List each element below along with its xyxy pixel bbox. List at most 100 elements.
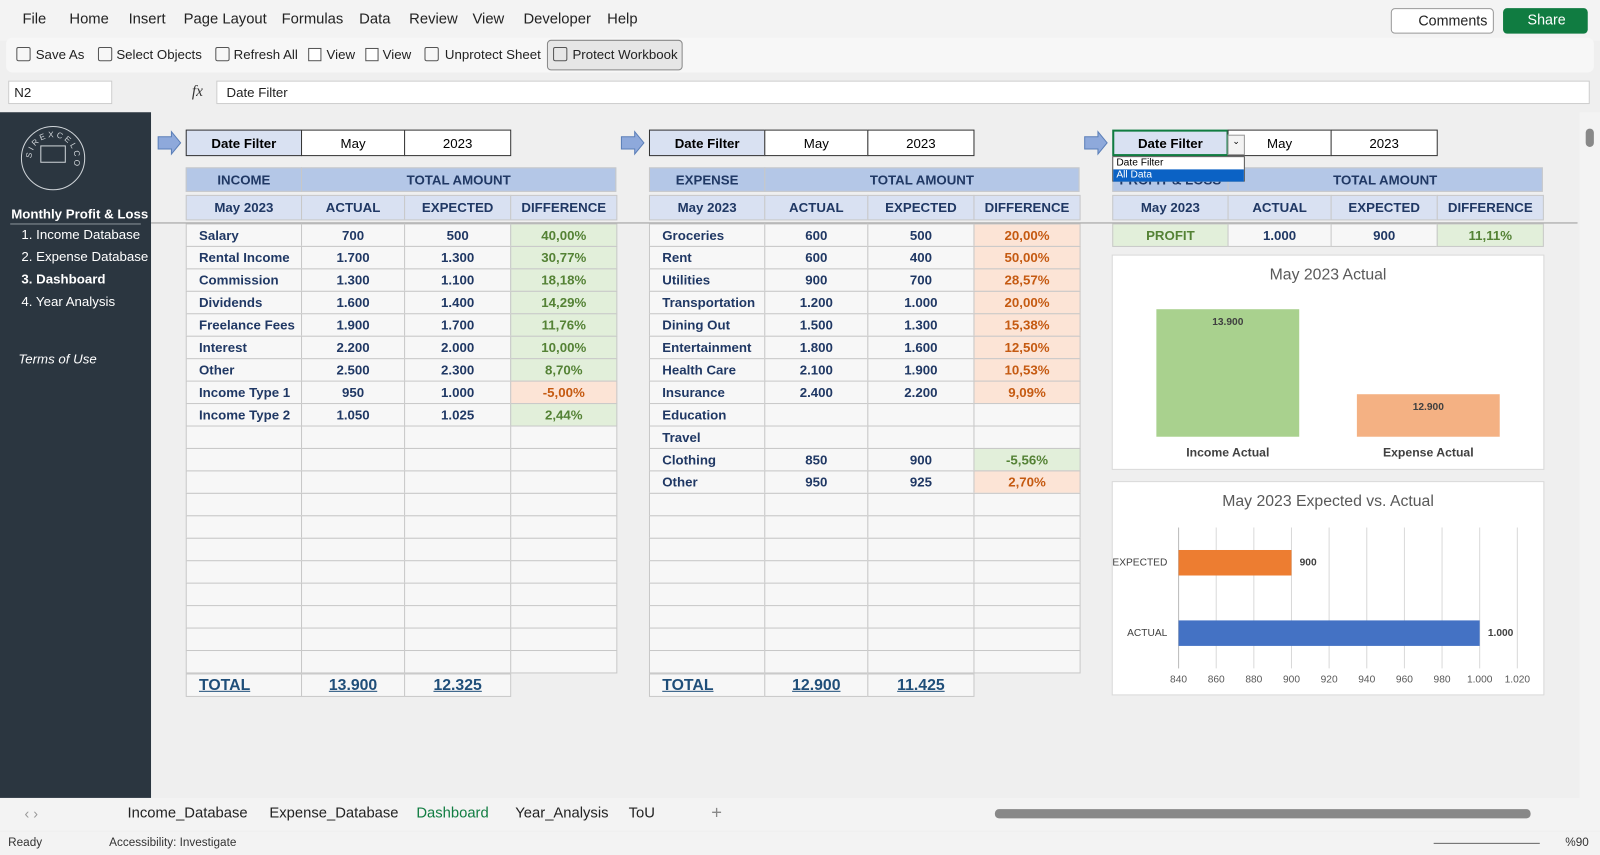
table-cell	[185, 515, 303, 539]
toolbar-button[interactable]: Unprotect Sheet	[444, 46, 541, 63]
subheader-cell: May 2023	[648, 194, 766, 221]
menu-item[interactable]: Developer	[523, 11, 591, 28]
table-cell: 15,38%	[973, 313, 1081, 337]
table-cell: Groceries	[648, 223, 766, 247]
table-cell	[185, 537, 303, 562]
zoom-level[interactable]: %90	[1565, 836, 1589, 849]
checkbox[interactable]	[365, 47, 379, 62]
table-cell: 1.700	[404, 313, 512, 337]
sheet-tab[interactable]: ToU	[628, 805, 655, 822]
filter-cell[interactable]: Date Filter	[1112, 129, 1229, 157]
table-cell	[404, 537, 512, 562]
table-cell: Utilities	[648, 268, 766, 292]
sheet-tab[interactable]: Year_Analysis	[515, 805, 609, 822]
menu-item[interactable]: Insert	[128, 11, 166, 28]
protect-button-bg[interactable]	[546, 39, 683, 71]
menu-item[interactable]: Help	[607, 11, 638, 28]
table-cell: 40,00%	[510, 223, 618, 247]
table-cell: 1.600	[867, 335, 975, 360]
filter-cell[interactable]: 2023	[404, 129, 512, 157]
horizontal-scrollbar[interactable]	[994, 809, 1531, 819]
name-box[interactable]	[8, 80, 113, 105]
filter-cell[interactable]: 2023	[1330, 129, 1438, 157]
menu-item[interactable]: Formulas	[281, 11, 344, 28]
table-cell: 28,57%	[973, 268, 1081, 292]
filter-cell[interactable]: May	[301, 129, 406, 157]
filter-cell[interactable]: May	[764, 129, 869, 157]
filter-cell[interactable]: May	[1227, 129, 1332, 157]
table-cell	[867, 582, 975, 607]
table-cell	[404, 470, 512, 494]
share-button[interactable]: Share	[1503, 8, 1588, 34]
toolbar-button[interactable]: Protect Workbook	[572, 46, 678, 63]
zoom-slider[interactable]	[1433, 842, 1540, 844]
sidebar-link[interactable]: 2. Expense Database	[21, 248, 149, 265]
sheet-tab[interactable]: Expense_Database	[269, 805, 399, 822]
table-cell	[973, 515, 1081, 539]
sidebar-link[interactable]: 1. Income Database	[21, 226, 141, 242]
x-tick-label: 860	[1208, 674, 1225, 685]
table-cell: 925	[867, 470, 975, 494]
status-accessibility[interactable]: Accessibility: Investigate	[109, 836, 237, 849]
table-cell: 2.100	[764, 358, 869, 382]
dropdown-button[interactable]: ⌄	[1227, 134, 1245, 156]
table-cell: 2.300	[404, 358, 512, 382]
table-cell	[973, 627, 1081, 652]
toolbar	[6, 37, 1594, 73]
table-cell	[404, 627, 512, 652]
subheader-cell: ACTUAL	[764, 194, 869, 221]
y-tick-label: ACTUAL	[1127, 628, 1168, 639]
menu-item[interactable]: Data	[359, 11, 391, 28]
table-cell	[185, 560, 303, 584]
sheet-tab[interactable]: Income_Database	[127, 805, 248, 822]
sidebar-link[interactable]: 3. Dashboard	[21, 271, 106, 287]
formula-input[interactable]	[216, 80, 1590, 105]
menu-bar	[0, 0, 1600, 41]
menu-item[interactable]: View	[472, 11, 505, 28]
menu-item[interactable]: Page Layout	[183, 11, 267, 28]
dropdown-option[interactable]: All Data	[1113, 169, 1244, 182]
menu-item[interactable]: Home	[69, 11, 109, 28]
terms-link[interactable]: Terms of Use	[18, 351, 97, 367]
table-cell	[764, 649, 869, 674]
vertical-thumb[interactable]	[1585, 128, 1594, 147]
menu-item[interactable]: File	[22, 11, 47, 28]
table-cell: Commission	[185, 268, 303, 292]
sidebar-link[interactable]: 4. Year Analysis	[21, 293, 116, 310]
comments-button[interactable]: Comments	[1390, 8, 1494, 34]
toolbar-button[interactable]: View	[382, 46, 412, 63]
add-sheet[interactable]: +	[711, 802, 722, 823]
toolbar-button[interactable]: Refresh All	[233, 46, 298, 63]
header-cell: TOTAL AMOUNT	[301, 167, 617, 192]
total-cell: 13.900	[301, 673, 406, 697]
table-cell: 1.200	[764, 290, 869, 315]
table-cell: 1.300	[404, 245, 512, 270]
formula-text: Date Filter	[226, 84, 288, 100]
table-cell: 2.500	[301, 358, 406, 382]
toolbar-button[interactable]: Save As	[35, 46, 85, 63]
total-cell: TOTAL	[185, 673, 303, 697]
table-cell	[510, 492, 618, 517]
toolbar-button[interactable]: View	[326, 46, 356, 63]
table-cell	[648, 492, 766, 517]
sheet-tab[interactable]: Dashboard	[416, 805, 489, 822]
table-cell	[648, 649, 766, 674]
tab-nav[interactable]: ‹ ›	[24, 805, 38, 822]
table-cell: Salary	[185, 223, 303, 247]
table-cell	[764, 627, 869, 652]
table-cell: 900	[867, 447, 975, 472]
filter-cell[interactable]: 2023	[867, 129, 975, 157]
menu-item[interactable]: Review	[409, 11, 458, 28]
dropdown-option[interactable]: Date Filter	[1116, 157, 1164, 169]
toolbar-button[interactable]: Select Objects	[116, 46, 202, 63]
bar	[1156, 309, 1300, 437]
bar	[1178, 549, 1292, 576]
table-cell	[404, 425, 512, 449]
checkbox[interactable]	[308, 47, 322, 62]
table-cell: PROFIT	[1112, 223, 1229, 247]
table-cell	[510, 627, 618, 652]
table-cell: 1.000	[867, 290, 975, 315]
table-cell: Income Type 2	[185, 403, 303, 427]
value-label: 12.900	[1413, 402, 1444, 413]
table-cell	[185, 447, 303, 472]
